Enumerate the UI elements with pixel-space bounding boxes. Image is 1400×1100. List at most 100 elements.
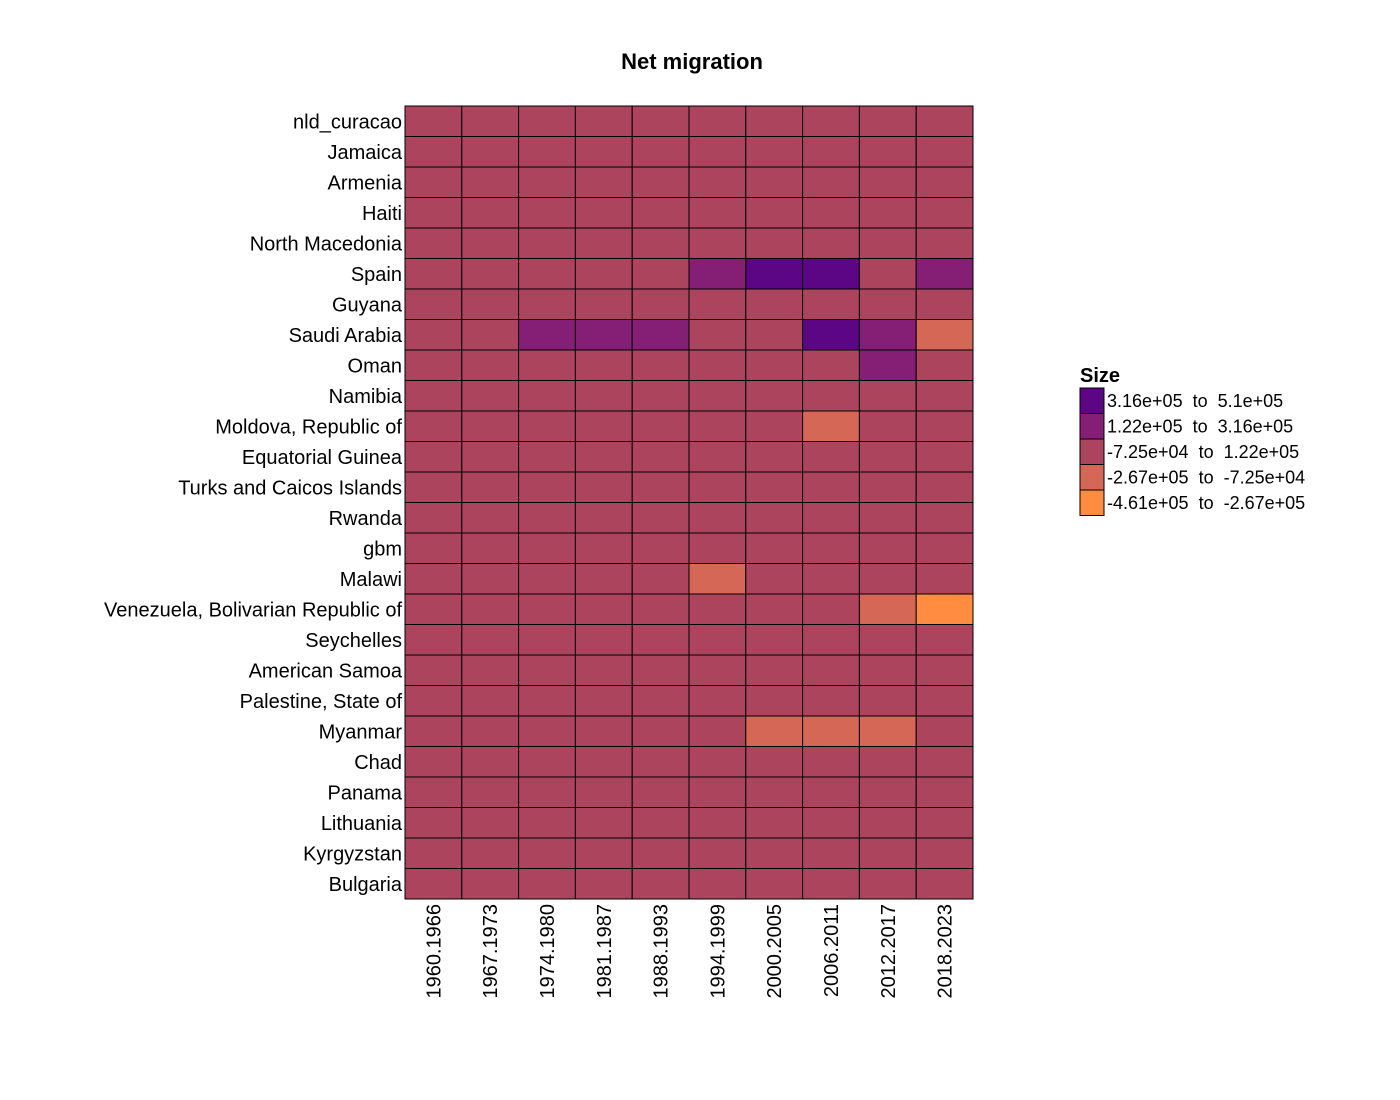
y-tick-label: Palestine, State of <box>240 691 403 713</box>
heatmap-cell <box>745 776 804 808</box>
heatmap-cell <box>745 441 804 473</box>
heatmap-cell <box>518 807 576 839</box>
heatmap-cell <box>858 624 917 656</box>
heatmap-cells <box>404 105 974 900</box>
heatmap-cell <box>461 593 520 625</box>
y-tick-label: Myanmar <box>319 721 403 743</box>
heatmap-cell <box>518 563 576 595</box>
heatmap-cell <box>574 288 633 320</box>
heatmap-cell <box>745 624 804 656</box>
heatmap-cell <box>688 349 747 381</box>
heatmap-cell <box>858 410 917 442</box>
y-tick-label: Kyrgyzstan <box>303 843 402 865</box>
heatmap-cell <box>631 105 690 137</box>
heatmap-cell <box>518 441 576 473</box>
heatmap-cell <box>574 441 633 473</box>
heatmap-cell <box>461 654 520 686</box>
heatmap-cell <box>631 380 690 412</box>
heatmap-cell <box>518 593 576 625</box>
heatmap-cell <box>574 471 633 503</box>
x-tick-label: 2006.2011 <box>821 904 843 997</box>
heatmap-cell <box>404 654 463 686</box>
heatmap-cell <box>802 105 860 137</box>
legend-swatch <box>1079 438 1105 465</box>
x-tick-label: 2012.2017 <box>878 904 900 999</box>
y-tick-label: Saudi Arabia <box>289 325 403 347</box>
heatmap-cell <box>858 685 917 717</box>
heatmap-cell <box>631 715 690 747</box>
heatmap-cell <box>688 105 747 137</box>
heatmap-cell <box>461 410 520 442</box>
heatmap-cell <box>574 563 633 595</box>
heatmap-cell <box>802 593 860 625</box>
y-tick-label: Jamaica <box>328 142 403 164</box>
heatmap-cell <box>802 319 860 351</box>
heatmap-cell <box>631 410 690 442</box>
heatmap-cell <box>631 227 690 259</box>
y-tick-label: gbm <box>363 538 402 560</box>
chart-title: Net migration <box>621 49 763 74</box>
y-tick-label: North Macedonia <box>250 233 403 255</box>
heatmap-cell <box>404 288 463 320</box>
heatmap-cell <box>461 166 520 198</box>
heatmap-cell <box>518 624 576 656</box>
y-tick-label: Bulgaria <box>329 874 403 896</box>
heatmap-cell <box>688 776 747 808</box>
heatmap-cell <box>858 166 917 198</box>
heatmap-cell <box>574 197 633 229</box>
legend-swatch <box>1079 489 1105 516</box>
heatmap-cell <box>858 746 917 778</box>
heatmap-cell <box>574 837 633 869</box>
heatmap-cell <box>404 166 463 198</box>
heatmap-cell <box>574 258 633 290</box>
heatmap-cell <box>858 288 917 320</box>
heatmap-cell <box>802 471 860 503</box>
heatmap-cell <box>688 837 747 869</box>
heatmap-cell <box>745 715 804 747</box>
heatmap-cell <box>631 837 690 869</box>
heatmap-cell <box>631 868 690 900</box>
heatmap-cell <box>518 746 576 778</box>
heatmap-cell <box>631 288 690 320</box>
heatmap-cell <box>915 197 974 229</box>
heatmap-cell <box>631 136 690 168</box>
heatmap-cell <box>404 471 463 503</box>
heatmap-cell <box>461 685 520 717</box>
x-tick-label: 1974.1980 <box>537 904 559 999</box>
heatmap-cell <box>915 868 974 900</box>
heatmap-cell <box>745 685 804 717</box>
heatmap-cell <box>404 136 463 168</box>
y-tick-label: Spain <box>351 264 402 286</box>
heatmap-cell <box>461 563 520 595</box>
legend-swatch <box>1079 413 1105 440</box>
y-tick-label: Oman <box>348 355 402 377</box>
heatmap-cell <box>631 746 690 778</box>
heatmap-cell <box>802 746 860 778</box>
heatmap-cell <box>461 532 520 564</box>
heatmap-cell <box>915 685 974 717</box>
heatmap-cell <box>858 654 917 686</box>
heatmap-cell <box>631 685 690 717</box>
heatmap-cell <box>574 868 633 900</box>
heatmap-cell <box>688 563 747 595</box>
heatmap-cell <box>688 502 747 534</box>
heatmap-cell <box>688 807 747 839</box>
heatmap-cell <box>858 136 917 168</box>
y-tick-label: Malawi <box>340 569 402 591</box>
heatmap-cell <box>518 258 576 290</box>
heatmap-cell <box>858 807 917 839</box>
y-tick-label: Lithuania <box>321 813 403 835</box>
heatmap-cell <box>461 837 520 869</box>
heatmap-cell <box>631 258 690 290</box>
heatmap-cell <box>915 807 974 839</box>
heatmap-cell <box>574 349 633 381</box>
heatmap-cell <box>461 227 520 259</box>
heatmap-cell <box>802 502 860 534</box>
heatmap-cell <box>802 532 860 564</box>
heatmap-cell <box>518 197 576 229</box>
heatmap-cell <box>574 105 633 137</box>
heatmap-cell <box>858 715 917 747</box>
heatmap-cell <box>802 349 860 381</box>
heatmap-cell <box>915 380 974 412</box>
